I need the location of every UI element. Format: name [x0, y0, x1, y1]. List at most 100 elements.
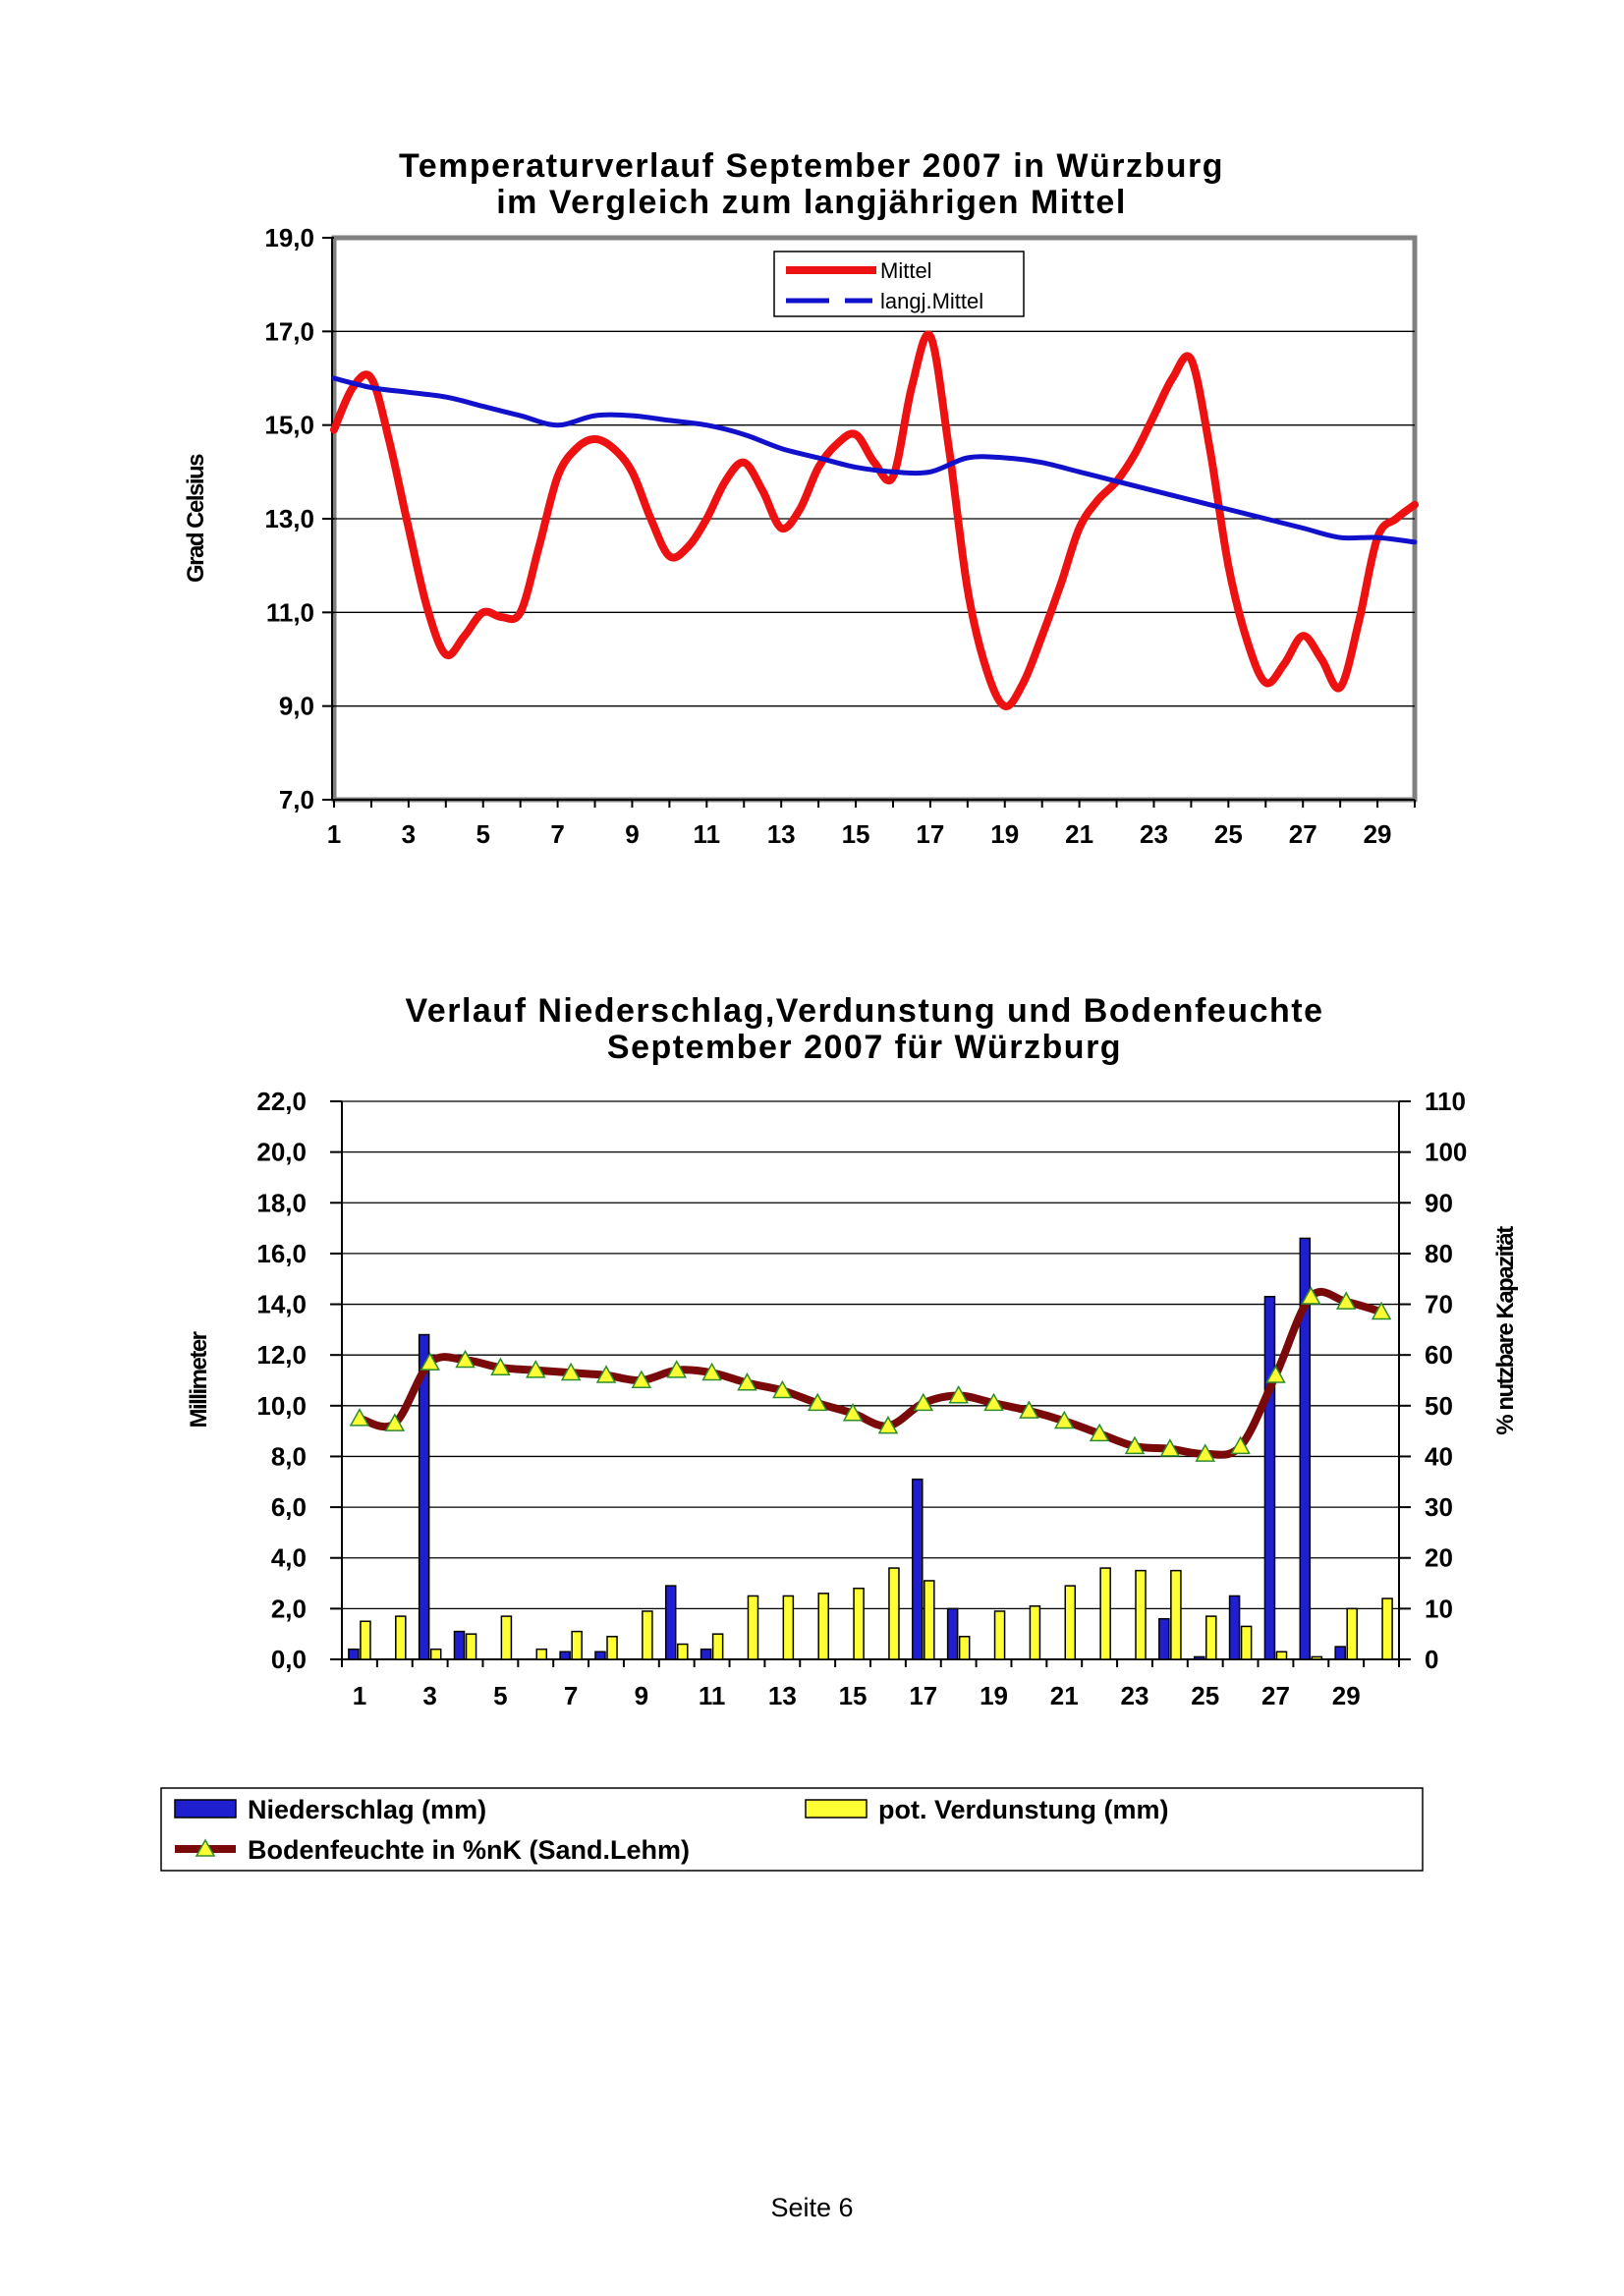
y-tick-label: 17,0	[264, 316, 314, 346]
x-tick-label: 15	[842, 819, 870, 849]
bar-niederschlag	[348, 1648, 360, 1660]
x-tick-label: 21	[1050, 1681, 1079, 1710]
legend-label-langj-mittel: langj.Mittel	[880, 289, 983, 313]
y-tick-label: 12,0	[256, 1340, 307, 1370]
x-tick-label: 15	[839, 1681, 868, 1710]
x-tick-label: 11	[694, 819, 721, 849]
marker-bodenfeuchte	[420, 1352, 440, 1371]
x-tick-label: 21	[1065, 819, 1093, 849]
y-tick-label: 10,0	[256, 1391, 307, 1421]
bar-niederschlag	[912, 1478, 924, 1660]
marker-bodenfeuchte	[1195, 1443, 1216, 1462]
x-tick-label: 5	[493, 1681, 507, 1710]
legend-swatch-verdunstung	[805, 1799, 868, 1819]
bar-verdunstung	[1240, 1625, 1253, 1660]
bar-niederschlag	[700, 1648, 712, 1660]
bar-verdunstung	[1381, 1597, 1393, 1660]
y2-tick-label: 20	[1425, 1543, 1453, 1573]
bar-niederschlag	[1263, 1296, 1276, 1660]
x-tick-label: 25	[1214, 819, 1243, 849]
y2-tick-label: 30	[1425, 1492, 1453, 1522]
y2-tick-label: 40	[1425, 1441, 1453, 1471]
bar-verdunstung	[993, 1610, 1006, 1660]
marker-bodenfeuchte	[772, 1379, 793, 1399]
bar-verdunstung	[1170, 1569, 1182, 1660]
marker-bodenfeuchte	[913, 1392, 934, 1412]
bar-verdunstung	[395, 1615, 407, 1660]
page-number: Seite 6	[770, 2193, 854, 2222]
marker-bodenfeuchte	[1124, 1435, 1146, 1455]
precipitation-chart: Verlauf Niederschlag,Verdunstung und Bod…	[0, 973, 1624, 1896]
y2-tick-label: 10	[1425, 1594, 1453, 1623]
marker-bodenfeuchte	[807, 1392, 828, 1412]
bar-niederschlag	[1334, 1646, 1346, 1660]
bar-niederschlag	[946, 1607, 959, 1660]
y-tick-label: 0,0	[271, 1645, 307, 1674]
y-axis-label: Grad Celsius	[183, 454, 209, 583]
x-tick-label: 1	[353, 1681, 366, 1710]
legend-label-verdunstung: pot. Verdunstung (mm)	[878, 1795, 1168, 1824]
y-tick-label: 15,0	[264, 411, 314, 440]
bar-verdunstung	[642, 1610, 653, 1660]
x-tick-label: 29	[1364, 819, 1392, 849]
bar-verdunstung	[853, 1587, 865, 1660]
bar-verdunstung	[1204, 1615, 1217, 1660]
legend-swatch-bodenfeuchte-marker	[195, 1838, 216, 1857]
marker-bodenfeuchte	[455, 1349, 476, 1369]
x-tick-label: 7	[550, 819, 564, 849]
y-axis-label: Millimeter	[186, 1331, 212, 1428]
y-tick-label: 8,0	[271, 1441, 307, 1471]
y2-tick-label: 80	[1425, 1239, 1453, 1268]
x-tick-label: 23	[1140, 819, 1168, 849]
chart-title: Verlauf Niederschlag,Verdunstung und Bod…	[406, 992, 1324, 1030]
marker-bodenfeuchte	[877, 1415, 899, 1434]
legend-label-bodenfeuchte: Bodenfeuchte in %nK (Sand.Lehm)	[248, 1835, 690, 1865]
x-tick-label: 13	[768, 1681, 797, 1710]
bar-niederschlag	[594, 1651, 606, 1660]
bar-verdunstung	[606, 1636, 618, 1660]
bar-verdunstung	[888, 1567, 900, 1660]
marker-bodenfeuchte	[1301, 1286, 1321, 1305]
marker-bodenfeuchte	[1019, 1400, 1039, 1419]
marker-bodenfeuchte	[490, 1357, 511, 1376]
y-tick-label: 11,0	[266, 597, 314, 627]
x-tick-label: 29	[1332, 1681, 1361, 1710]
x-tick-label: 23	[1121, 1681, 1149, 1710]
bar-niederschlag	[1158, 1617, 1170, 1660]
x-tick-label: 11	[699, 1681, 726, 1710]
x-tick-label: 13	[767, 819, 796, 849]
legend-label-niederschlag: Niederschlag (mm)	[248, 1795, 486, 1824]
x-tick-label: 17	[909, 1681, 937, 1710]
bar-verdunstung	[711, 1633, 724, 1660]
x-tick-label: 27	[1261, 1681, 1290, 1710]
bar-verdunstung	[924, 1580, 935, 1660]
x-tick-label: 5	[476, 819, 489, 849]
y-tick-label: 9,0	[279, 692, 314, 721]
y2-tick-label: 110	[1425, 1087, 1466, 1116]
temperature-chart: Temperaturverlauf September 2007 in Würz…	[0, 128, 1624, 874]
y2-tick-label: 60	[1425, 1340, 1453, 1370]
x-tick-label: 25	[1191, 1681, 1219, 1710]
marker-bodenfeuchte	[595, 1365, 617, 1383]
x-tick-label: 17	[916, 819, 944, 849]
marker-bodenfeuchte	[384, 1413, 406, 1431]
precipitation-chart-svg: Verlauf Niederschlag,Verdunstung und Bod…	[160, 992, 1519, 1872]
bar-verdunstung	[465, 1633, 477, 1660]
bar-verdunstung	[535, 1648, 548, 1660]
x-tick-label: 9	[625, 819, 639, 849]
marker-bodenfeuchte	[842, 1403, 864, 1422]
bar-verdunstung	[1029, 1605, 1041, 1660]
bar-verdunstung	[1346, 1607, 1358, 1660]
marker-bodenfeuchte	[1230, 1435, 1251, 1455]
series-line-bodenfeuchte	[358, 1287, 1383, 1459]
series-line-mittel	[330, 330, 1419, 710]
bar-verdunstung	[1064, 1585, 1077, 1660]
legend-label-mittel: Mittel	[880, 258, 932, 283]
y-tick-label: 16,0	[256, 1239, 307, 1268]
legend-box	[773, 251, 1025, 317]
x-tick-label: 19	[990, 819, 1019, 849]
x-tick-label: 7	[564, 1681, 578, 1710]
y-tick-label: 7,0	[279, 785, 314, 814]
y2-tick-label: 100	[1425, 1138, 1467, 1167]
chart-title: Temperaturverlauf September 2007 in Würz…	[399, 147, 1224, 185]
